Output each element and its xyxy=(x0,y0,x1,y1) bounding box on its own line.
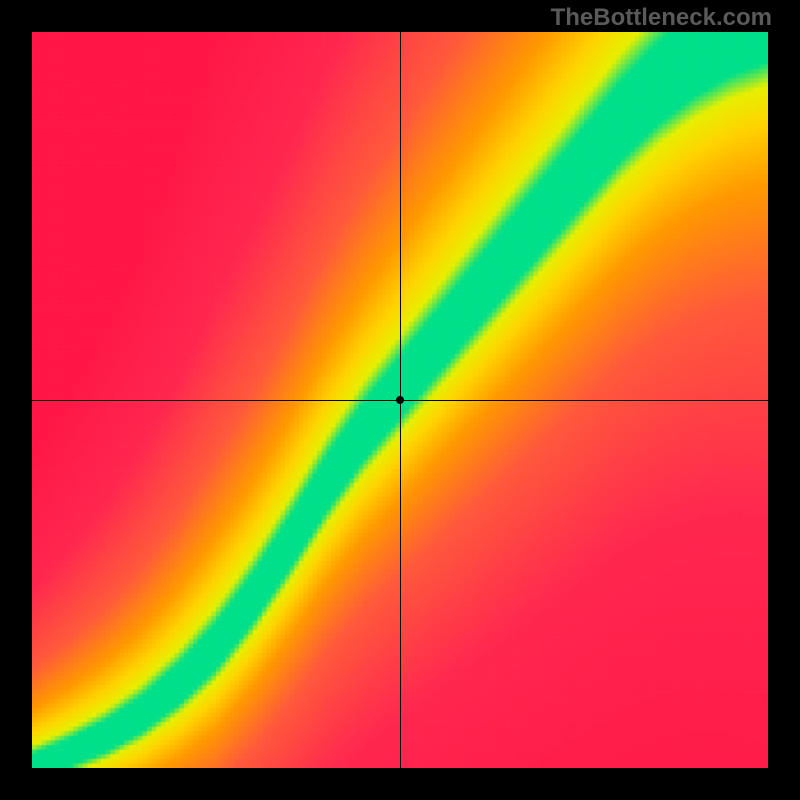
watermark-text: TheBottleneck.com xyxy=(551,4,772,32)
crosshair-dot xyxy=(396,396,404,404)
